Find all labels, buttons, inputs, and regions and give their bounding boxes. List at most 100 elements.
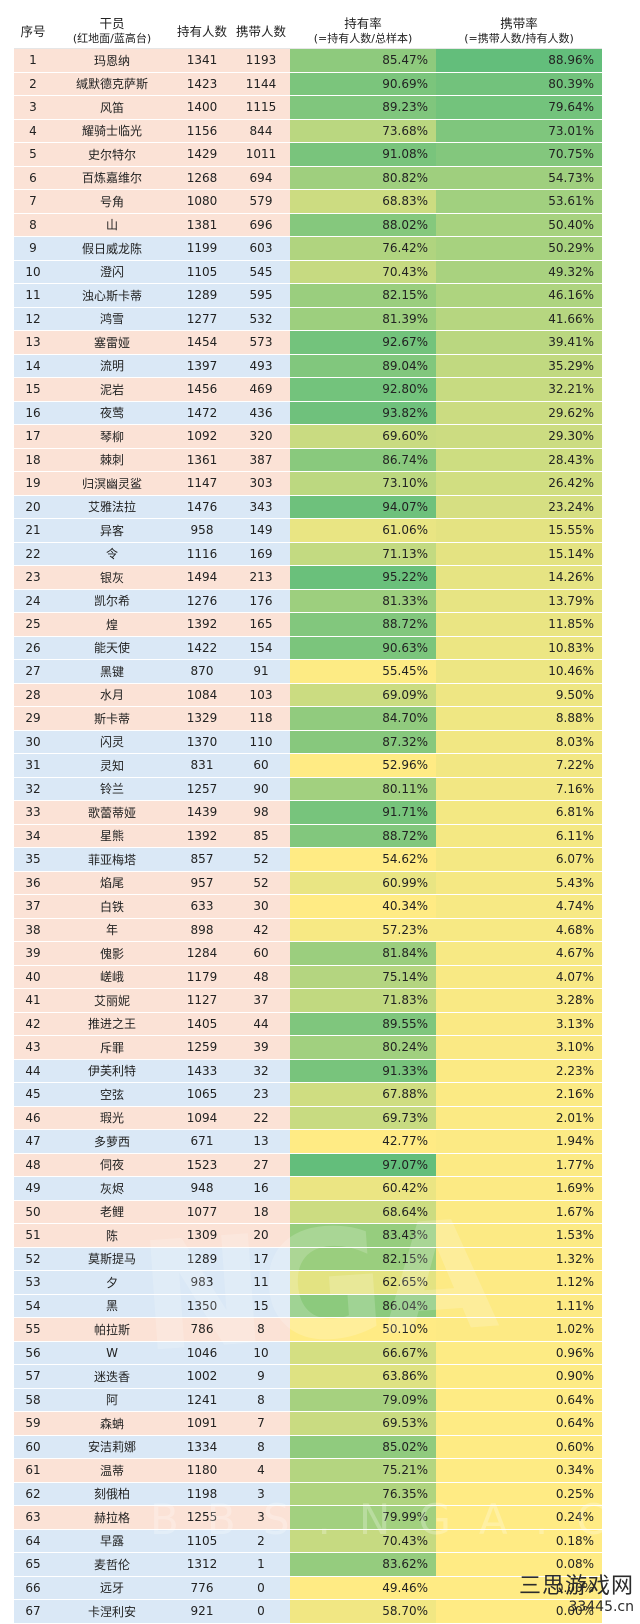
use-count: 844	[232, 119, 290, 143]
own-count: 1392	[172, 824, 232, 848]
table-row: 27 黑键 870 91 55.45% 10.46%	[14, 659, 602, 684]
own-count: 1456	[172, 377, 232, 402]
own-rate: 89.04%	[290, 354, 436, 378]
row-index: 59	[14, 1411, 52, 1436]
operator-name: 灵知	[52, 753, 172, 778]
operator-name: 伊芙利特	[52, 1059, 172, 1083]
table-row: 19 归溟幽灵鲨 1147 303 73.10% 26.42%	[14, 471, 602, 496]
operator-name: 凯尔希	[52, 589, 172, 613]
row-index: 57	[14, 1364, 52, 1389]
operator-name: 棘刺	[52, 448, 172, 472]
table-row: 40 嵯峨 1179 48 75.14% 4.07%	[14, 965, 602, 989]
table-row: 6 百炼嘉维尔 1268 694 80.82% 54.73%	[14, 166, 602, 190]
use-rate: 6.11%	[436, 824, 602, 848]
operator-name: 风笛	[52, 95, 172, 120]
operator-name: 百炼嘉维尔	[52, 166, 172, 190]
operator-usage-table: 序号 干员 (红地面/蓝高台) 持有人数 携带人数 持有率 (=持有人数/总样本) …	[14, 14, 602, 1624]
row-index: 34	[14, 824, 52, 848]
own-count: 983	[172, 1270, 232, 1295]
row-index: 11	[14, 283, 52, 308]
own-rate: 92.67%	[290, 330, 436, 355]
own-rate: 66.67%	[290, 1341, 436, 1365]
own-count: 1329	[172, 706, 232, 731]
table-row: 11 浊心斯卡蒂 1289 595 82.15% 46.16%	[14, 283, 602, 308]
use-rate: 28.43%	[436, 448, 602, 472]
row-index: 33	[14, 800, 52, 825]
use-rate: 46.16%	[436, 283, 602, 308]
use-count: 110	[232, 730, 290, 754]
use-rate: 3.13%	[436, 1012, 602, 1036]
table-row: 30 闪灵 1370 110 87.32% 8.03%	[14, 730, 602, 754]
use-count: 22	[232, 1106, 290, 1130]
own-rate: 62.65%	[290, 1270, 436, 1295]
own-rate: 79.09%	[290, 1388, 436, 1412]
own-rate: 42.77%	[290, 1129, 436, 1154]
table-row: 62 刻俄柏 1198 3 76.35% 0.25%	[14, 1482, 602, 1506]
own-rate: 60.42%	[290, 1176, 436, 1201]
use-count: 85	[232, 824, 290, 848]
use-count: 20	[232, 1223, 290, 1248]
row-index: 51	[14, 1223, 52, 1248]
own-count: 1312	[172, 1552, 232, 1577]
use-rate: 0.64%	[436, 1411, 602, 1436]
site-watermark-url: 33445.cn	[568, 1599, 634, 1615]
own-count: 1276	[172, 589, 232, 613]
operator-name: 黑键	[52, 659, 172, 684]
use-rate: 50.29%	[436, 236, 602, 261]
own-rate: 90.63%	[290, 636, 436, 660]
row-index: 46	[14, 1106, 52, 1130]
operator-name: 菲亚梅塔	[52, 847, 172, 872]
row-index: 53	[14, 1270, 52, 1295]
row-index: 17	[14, 424, 52, 449]
row-index: 38	[14, 918, 52, 942]
table-row: 49 灰烬 948 16 60.42% 1.69%	[14, 1176, 602, 1201]
row-index: 6	[14, 166, 52, 190]
use-rate: 0.08%	[436, 1552, 602, 1577]
row-index: 8	[14, 213, 52, 237]
operator-name: 老鲤	[52, 1200, 172, 1224]
own-rate: 97.07%	[290, 1153, 436, 1177]
own-count: 1257	[172, 777, 232, 801]
own-rate: 76.35%	[290, 1482, 436, 1506]
table-row: 53 夕 983 11 62.65% 1.12%	[14, 1270, 602, 1295]
table-row: 39 傀影 1284 60 81.84% 4.67%	[14, 941, 602, 966]
use-rate: 7.22%	[436, 753, 602, 778]
use-count: 90	[232, 777, 290, 801]
operator-name: 阿	[52, 1388, 172, 1412]
table-row: 57 迷迭香 1002 9 63.86% 0.90%	[14, 1364, 602, 1389]
use-rate: 54.73%	[436, 166, 602, 190]
own-rate: 69.60%	[290, 424, 436, 449]
own-count: 958	[172, 518, 232, 543]
use-count: 103	[232, 683, 290, 707]
own-rate: 69.73%	[290, 1106, 436, 1130]
use-count: 493	[232, 354, 290, 378]
own-count: 1454	[172, 330, 232, 355]
operator-name: 赫拉格	[52, 1505, 172, 1530]
operator-name: 煌	[52, 612, 172, 637]
use-count: 4	[232, 1458, 290, 1483]
use-rate: 29.62%	[436, 401, 602, 425]
use-rate: 1.94%	[436, 1129, 602, 1154]
operator-name: 白铁	[52, 894, 172, 919]
row-index: 45	[14, 1082, 52, 1107]
row-index: 24	[14, 589, 52, 613]
use-count: 1193	[232, 48, 290, 73]
operator-name: 陈	[52, 1223, 172, 1248]
row-index: 64	[14, 1529, 52, 1553]
row-index: 58	[14, 1388, 52, 1412]
use-count: 15	[232, 1294, 290, 1318]
operator-name: 莫斯提马	[52, 1247, 172, 1271]
row-index: 28	[14, 683, 52, 707]
own-count: 1094	[172, 1106, 232, 1130]
table-row: 17 琴柳 1092 320 69.60% 29.30%	[14, 424, 602, 449]
use-count: 11	[232, 1270, 290, 1295]
use-count: 60	[232, 753, 290, 778]
own-rate: 60.99%	[290, 871, 436, 895]
use-count: 320	[232, 424, 290, 449]
header-operator: 干员 (红地面/蓝高台)	[52, 14, 172, 49]
row-index: 56	[14, 1341, 52, 1365]
operator-name: 艾雅法拉	[52, 495, 172, 519]
use-rate: 9.50%	[436, 683, 602, 707]
own-rate: 88.72%	[290, 824, 436, 848]
use-count: 8	[232, 1388, 290, 1412]
